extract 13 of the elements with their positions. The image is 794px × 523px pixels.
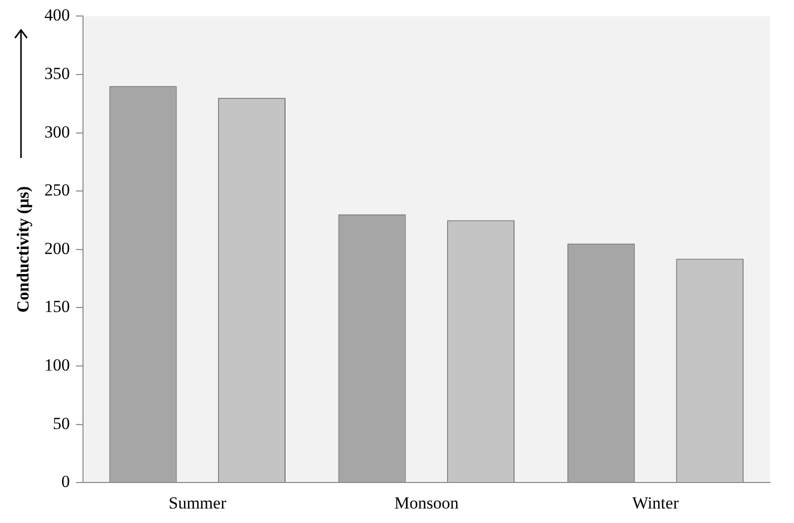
y-tick-label: 50 (52, 414, 70, 433)
y-tick-label: 0 (61, 472, 70, 492)
y-tick-label: 200 (44, 238, 70, 258)
y-tick-label: 300 (44, 122, 70, 142)
x-tick-label: Summer (168, 493, 227, 512)
y-tick-label: 350 (44, 64, 70, 83)
y-tick-label: 100 (44, 355, 70, 374)
x-tick-label: Monsoon (394, 493, 460, 512)
y-axis-title: Conductivity (µs) (14, 186, 33, 313)
y-tick-label: 250 (44, 180, 70, 200)
y-tick-label: 400 (44, 6, 70, 25)
y-tick-label: 150 (44, 297, 70, 316)
x-tick-label: Winter (632, 493, 680, 512)
